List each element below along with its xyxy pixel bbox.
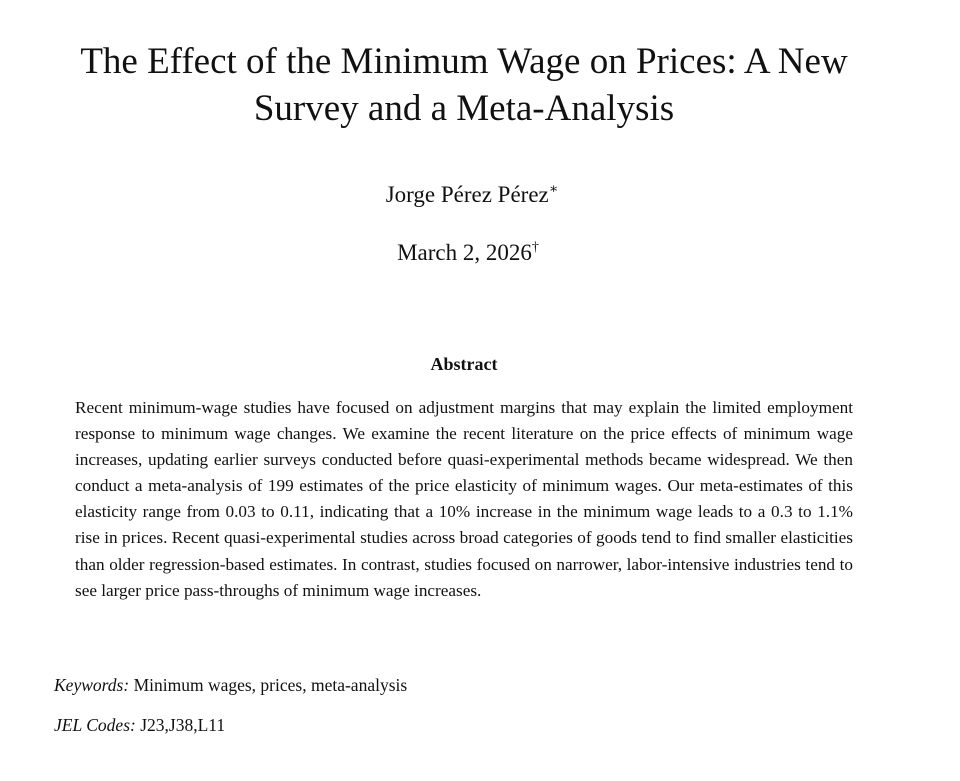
keywords-label: Keywords: — [54, 675, 130, 695]
keywords-line: Keywords: Minimum wages, prices, meta-an… — [54, 674, 407, 696]
abstract-body: Recent minimum-wage studies have focused… — [75, 398, 853, 600]
jel-codes-value: J23,J38,L11 — [140, 715, 226, 735]
author-line: Jorge Pérez Pérez∗ — [0, 181, 944, 209]
paper-title: The Effect of the Minimum Wage on Prices… — [80, 41, 848, 129]
jel-codes-label: JEL Codes: — [54, 715, 136, 735]
date-footnote-mark: † — [531, 240, 539, 255]
jel-codes-line: JEL Codes: J23,J38,L11 — [54, 714, 225, 736]
paper-date: March 2, 2026 — [397, 240, 532, 265]
abstract-heading: Abstract — [430, 354, 498, 374]
keywords-value: Minimum wages, prices, meta-analysis — [133, 675, 408, 695]
author-name: Jorge Pérez Pérez — [385, 182, 549, 207]
date-line: March 2, 2026† — [0, 239, 936, 267]
author-footnote-mark: ∗ — [548, 182, 559, 197]
